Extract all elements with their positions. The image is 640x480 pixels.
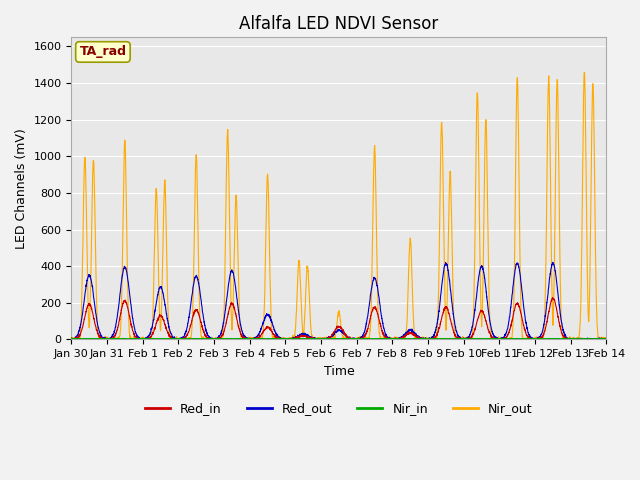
Title: Alfalfa LED NDVI Sensor: Alfalfa LED NDVI Sensor bbox=[239, 15, 438, 33]
Line: Red_in: Red_in bbox=[72, 298, 606, 339]
Red_out bbox=[593, 336, 600, 342]
Red_out bbox=[602, 336, 610, 342]
Red_in bbox=[549, 295, 557, 300]
Red_out bbox=[161, 298, 168, 303]
Y-axis label: LED Channels (mV): LED Channels (mV) bbox=[15, 128, 28, 249]
Nir_out bbox=[296, 271, 304, 276]
Nir_out bbox=[602, 336, 610, 342]
Red_out bbox=[296, 331, 304, 337]
Red_in bbox=[296, 334, 304, 340]
Nir_out bbox=[129, 336, 136, 342]
Nir_in bbox=[129, 336, 136, 342]
Red_out bbox=[129, 315, 136, 321]
Nir_in bbox=[323, 336, 331, 342]
Red_out bbox=[273, 331, 280, 337]
Text: TA_rad: TA_rad bbox=[79, 46, 127, 59]
Red_out bbox=[68, 336, 76, 342]
Nir_out bbox=[593, 291, 600, 297]
Nir_out bbox=[580, 70, 588, 75]
Red_in bbox=[161, 320, 168, 326]
Red_out bbox=[549, 259, 557, 265]
Nir_out bbox=[68, 336, 76, 342]
Nir_out bbox=[68, 335, 76, 341]
Red_in bbox=[534, 336, 542, 342]
Red_out bbox=[68, 336, 76, 341]
X-axis label: Time: Time bbox=[323, 365, 355, 378]
Nir_in bbox=[535, 336, 543, 341]
Nir_in bbox=[602, 336, 610, 341]
Nir_in bbox=[296, 336, 304, 341]
Red_in bbox=[129, 328, 136, 334]
Red_in bbox=[593, 336, 600, 342]
Line: Nir_in: Nir_in bbox=[72, 338, 606, 339]
Red_in bbox=[273, 336, 280, 341]
Legend: Red_in, Red_out, Nir_in, Nir_out: Red_in, Red_out, Nir_in, Nir_out bbox=[140, 397, 538, 420]
Nir_in bbox=[273, 336, 280, 342]
Nir_out bbox=[161, 183, 168, 189]
Nir_in bbox=[68, 336, 76, 341]
Red_out bbox=[534, 336, 542, 342]
Nir_in bbox=[593, 336, 600, 342]
Nir_out bbox=[273, 336, 280, 342]
Red_in bbox=[68, 336, 76, 341]
Line: Red_out: Red_out bbox=[72, 262, 606, 339]
Nir_out bbox=[534, 336, 542, 342]
Nir_in bbox=[296, 336, 303, 341]
Nir_in bbox=[161, 336, 168, 341]
Red_in bbox=[602, 336, 610, 342]
Line: Nir_out: Nir_out bbox=[72, 72, 606, 339]
Red_in bbox=[68, 336, 76, 342]
